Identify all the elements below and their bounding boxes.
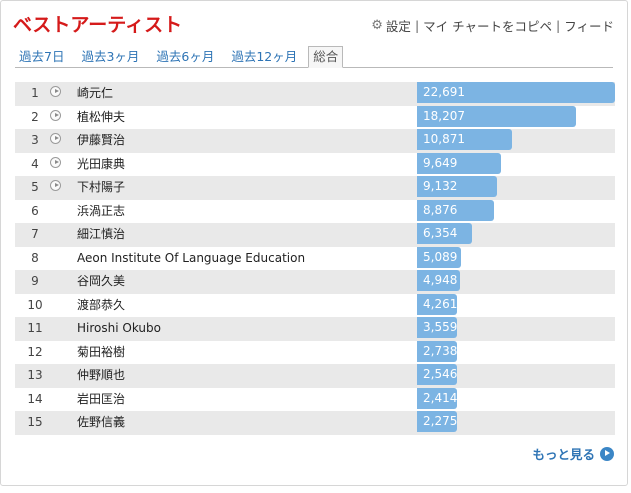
play-count-bar [417,293,457,315]
play-count-bar [417,340,457,362]
artist-name[interactable]: 崎元仁 [77,86,114,100]
gear-icon[interactable]: ⚙ [371,18,383,33]
table-row: 5 下村陽子 9,132 [15,176,615,200]
rank-number: 8 [31,250,39,265]
table-row: 6 浜渦正志 8,876 [15,199,615,223]
link-separator: | [556,18,561,33]
play-count-label: 4,261 [423,296,458,311]
play-count-label: 2,414 [423,390,458,405]
play-count-label: 9,649 [423,155,458,170]
artist-name[interactable]: 渡部恭久 [77,297,126,312]
more-link[interactable]: もっと見る [532,444,614,463]
play-count-bar [417,199,494,221]
rank-number: 13 [27,368,43,382]
artist-name[interactable]: 伊藤賢治 [77,133,126,147]
play-count-label: 9,132 [423,179,458,193]
table-row: 13 仲野順也 2,546 [15,364,615,388]
table-row: 10 渡部恭久 4,261 [15,293,615,317]
table-row: 15 佐野信義 2,275 [15,411,615,435]
artist-name[interactable]: 光田康典 [77,156,126,171]
tab-overall[interactable]: 総合 [308,46,344,68]
play-count-bar [417,105,576,127]
table-row: 2 植松伸夫 18,207 [15,105,615,129]
play-count-label: 2,546 [423,367,458,381]
artist-name[interactable]: 谷岡久美 [77,274,126,288]
rank-number: 1 [31,86,39,100]
rank-number: 7 [31,227,39,241]
artist-name[interactable]: 下村陽子 [77,180,126,194]
play-count-label: 2,738 [423,343,458,358]
tab-12-months[interactable]: 過去12ヶ月 [231,49,298,64]
table-row: 14 岩田匡治 2,414 [15,387,615,411]
period-tabs: 過去7日 過去3ヶ月 過去6ヶ月 過去12ヶ月 総合 [15,46,613,68]
widget-title: ベストアーティスト [13,14,183,36]
tab-7-days[interactable]: 過去7日 [19,49,65,64]
play-count-bar [417,411,457,432]
rank-number: 3 [31,133,39,147]
artist-name[interactable]: Hiroshi Okubo [77,321,161,335]
play-count-bar [417,223,472,244]
play-count-label: 2,275 [423,414,458,428]
play-circle-icon[interactable] [50,180,61,191]
rank-number: 5 [31,180,39,194]
table-row: 9 谷岡久美 4,948 [15,270,615,294]
artist-chart: 1 崎元仁 22,691 2 植松伸夫 18,207 3 伊藤賢治 10,871 4 光田康典 9,6… [15,82,615,435]
artist-name[interactable]: 菊田裕樹 [77,344,126,359]
more-link-label[interactable]: もっと見る [532,447,595,462]
play-count-bar [417,176,497,197]
play-count-bar [417,270,460,291]
table-row: 7 細江慎治 6,354 [15,223,615,247]
rank-number: 12 [27,344,43,359]
table-row: 3 伊藤賢治 10,871 [15,129,615,153]
rank-number: 11 [27,321,43,335]
play-count-label: 10,871 [423,132,465,146]
table-row: 4 光田康典 9,649 [15,152,615,176]
rank-number: 2 [31,109,39,124]
table-row: 8 Aeon Institute Of Language Education 5,0… [15,246,615,270]
play-count-bar [417,129,512,150]
arrow-right-circle-icon[interactable] [600,446,614,461]
play-count-bar [417,82,615,103]
artist-name[interactable]: 浜渦正志 [77,203,126,218]
settings-link[interactable]: 設定 [385,19,411,34]
feed-link[interactable]: フィード [564,19,614,34]
play-count-label: 8,876 [423,202,458,217]
play-count-label: 3,559 [423,320,458,334]
tab-6-months[interactable]: 過去6ヶ月 [156,49,215,64]
tab-3-months[interactable]: 過去3ヶ月 [81,49,140,64]
artist-name[interactable]: 仲野順也 [77,368,126,382]
artist-name[interactable]: 植松伸夫 [77,109,126,124]
play-circle-icon[interactable] [50,156,61,168]
artist-name[interactable]: 細江慎治 [77,227,126,241]
artist-name[interactable]: 岩田匡治 [77,391,126,406]
play-circle-icon[interactable] [50,86,61,97]
play-count-label: 22,691 [423,85,465,99]
rank-number: 4 [31,156,39,171]
rank-number: 14 [27,391,43,406]
play-count-label: 18,207 [423,108,465,123]
header-links: ⚙ 設定 | マイ チャートをコピペ | フィード [371,16,614,35]
rank-number: 15 [27,415,43,429]
table-row: 11 Hiroshi Okubo 3,559 [15,317,615,341]
rank-number: 9 [31,274,39,288]
play-circle-icon[interactable] [50,133,61,144]
link-separator: | [414,18,420,33]
play-count-bar [417,152,501,174]
rank-number: 10 [27,297,43,312]
play-count-label: 6,354 [423,226,458,240]
table-row: 1 崎元仁 22,691 [15,82,615,106]
play-count-bar [417,246,461,268]
play-count-label: 4,948 [423,273,458,287]
play-circle-icon[interactable] [50,109,61,121]
play-count-bar [417,317,457,338]
artist-name[interactable]: 佐野信義 [77,415,126,429]
table-row: 12 菊田裕樹 2,738 [15,340,615,364]
play-count-label: 5,089 [423,249,458,264]
artist-name[interactable]: Aeon Institute Of Language Education [77,250,306,265]
copy-chart-link[interactable]: マイ チャートをコピペ [423,19,553,34]
play-count-bar [417,364,457,385]
play-count-bar [417,387,457,409]
rank-number: 6 [31,203,39,218]
